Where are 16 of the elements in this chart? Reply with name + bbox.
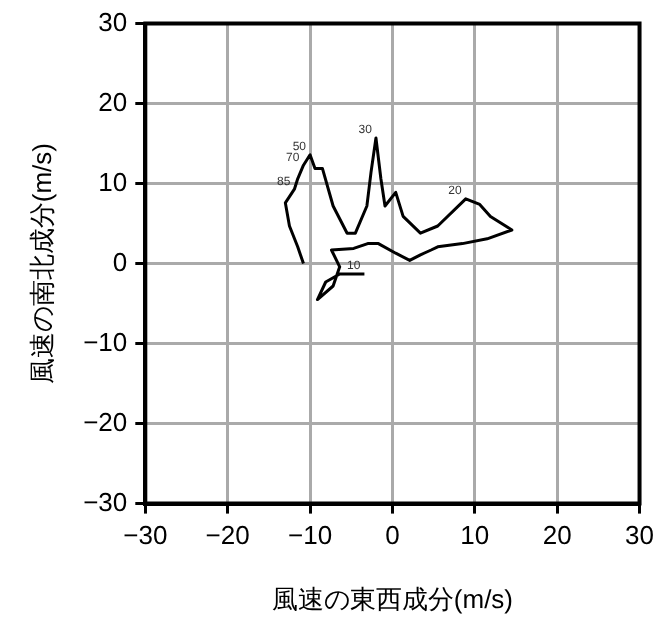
y-tick-label: 0: [112, 246, 128, 277]
y-tick-label: 20: [98, 86, 128, 117]
x-axis-title: 風速の東西成分(m/s): [271, 583, 514, 614]
x-tick-label: 30: [625, 520, 655, 551]
x-tick-label: 0: [385, 520, 400, 551]
y-tick-label: −30: [83, 486, 128, 517]
y-tick-label: 10: [98, 166, 128, 197]
x-tick-label: −30: [123, 520, 168, 551]
x-tick-label: −20: [205, 520, 250, 551]
x-tick-label: 10: [460, 520, 490, 551]
y-axis-title: 風速の南北成分(m/s): [26, 142, 57, 385]
x-tick-label: 20: [542, 520, 572, 551]
y-tick-label: 30: [98, 6, 128, 37]
x-tick-label: −10: [287, 520, 333, 551]
y-tick-label: −10: [83, 326, 128, 357]
y-tick-label: −20: [83, 406, 128, 437]
